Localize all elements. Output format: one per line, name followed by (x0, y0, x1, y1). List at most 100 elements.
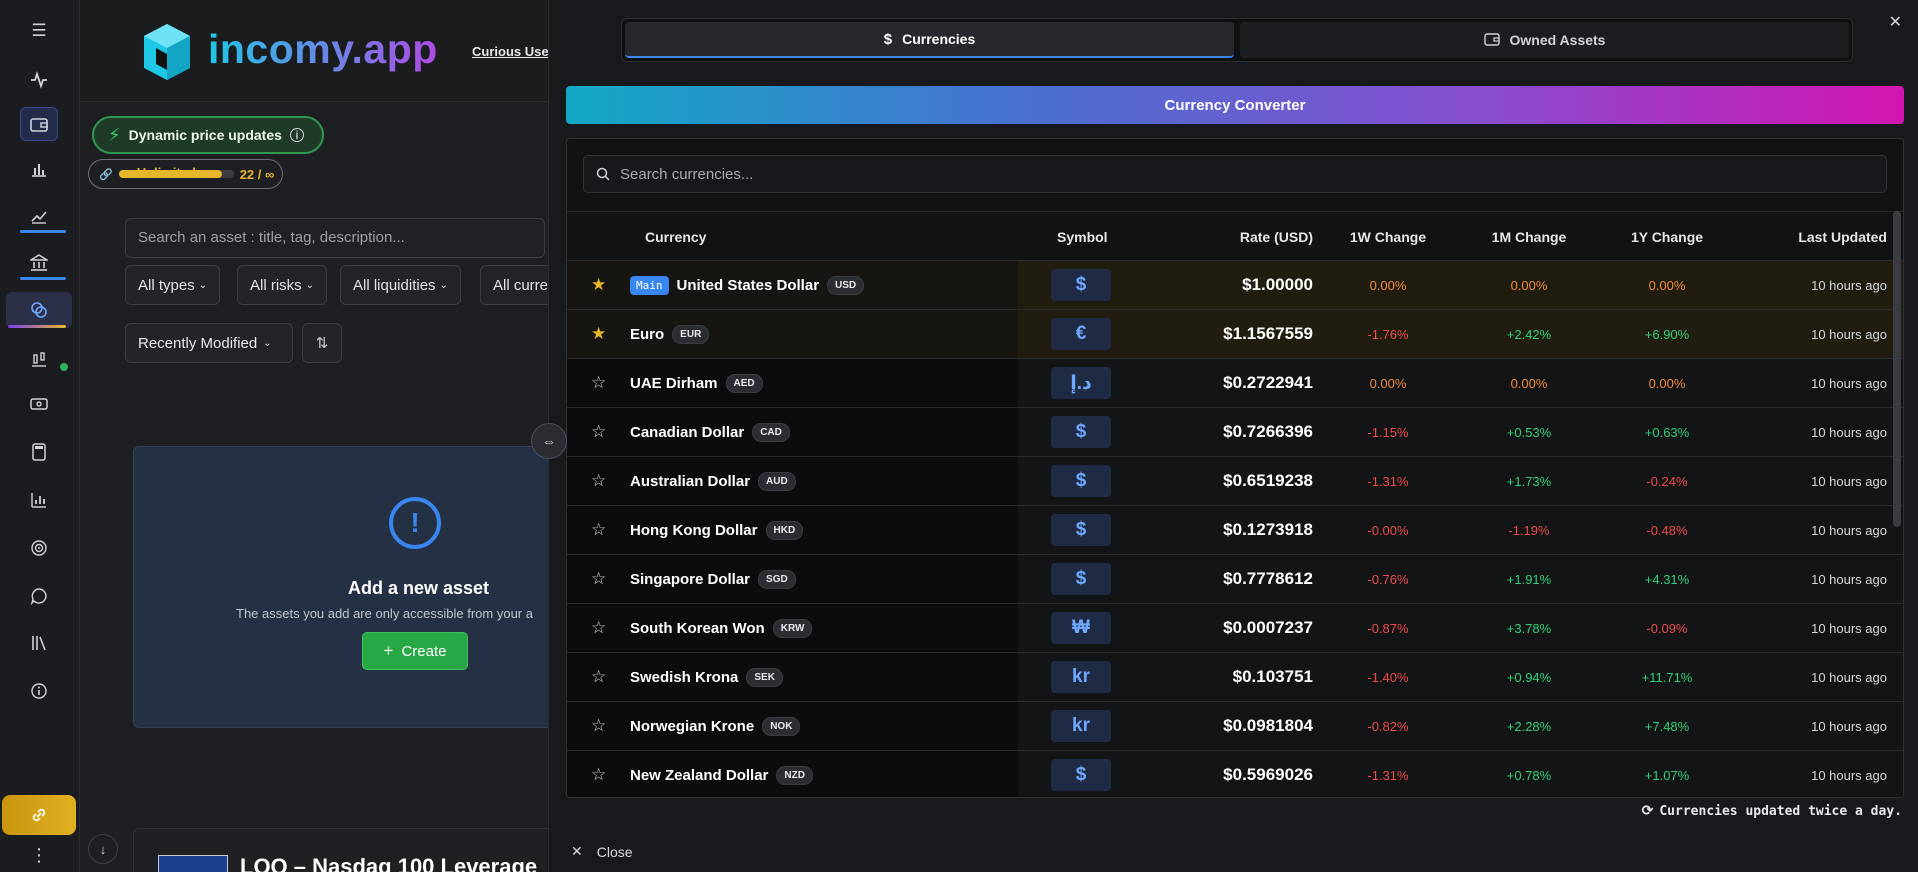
table-row[interactable]: ☆ Hong Kong Dollar HKD $ $0.1273918 -0.00% -1.… (567, 506, 1903, 555)
tab-owned-assets[interactable]: Owned Assets (1240, 22, 1849, 58)
favorite-star-icon[interactable]: ☆ (591, 765, 607, 784)
close-icon[interactable]: ✕ (1888, 14, 1902, 31)
table-row[interactable]: ☆ South Korean Won KRW ₩ $0.0007237 -0.87% +3.… (567, 604, 1903, 653)
asset-title[interactable]: LQQ – Nasdaq 100 Leverage (240, 854, 538, 872)
create-button[interactable]: + Create (362, 632, 468, 670)
bank-icon[interactable] (20, 246, 58, 280)
plan-badge[interactable]: 🔗 Unlimited 22 / ∞ (88, 159, 283, 189)
sort-select[interactable]: Recently Modified ⌄ (125, 323, 293, 363)
last-updated: 10 hours ago (1811, 767, 1887, 783)
favorite-star-icon[interactable]: ★ (591, 275, 607, 294)
link-button[interactable] (2, 795, 76, 835)
change-1y: -0.48% (1646, 522, 1688, 538)
table-row[interactable]: ★ Euro EUR € $1.1567559 -1.76% +2.42% +6.90% 10 … (567, 310, 1903, 359)
currency-name: New Zealand Dollar (630, 766, 769, 784)
wallet-icon[interactable] (20, 107, 58, 141)
table-row[interactable]: ☆ New Zealand Dollar NZD $ $0.5969026 -1.31% +… (567, 751, 1903, 797)
chevron-down-icon: ⌄ (305, 279, 315, 291)
currency-code-badge: NZD (776, 765, 813, 785)
change-1w: -1.31% (1367, 473, 1409, 489)
asset-search-input[interactable]: Search an asset : title, tag, descriptio… (125, 218, 545, 258)
table-row[interactable]: ☆ Singapore Dollar SGD $ $0.7778612 -0.76% +1.… (567, 555, 1903, 604)
favorite-star-icon[interactable]: ☆ (591, 373, 607, 392)
chart-edit-icon[interactable] (20, 199, 58, 233)
currency-symbol: $ (1051, 416, 1111, 448)
more-icon[interactable]: ⋮ (30, 844, 48, 865)
link-icon (32, 808, 46, 822)
change-1w: -1.31% (1367, 767, 1409, 783)
bar-chart-icon[interactable] (20, 152, 58, 186)
currency-search-input[interactable]: Search currencies... (583, 155, 1887, 193)
currency-symbol: kr (1051, 661, 1111, 693)
filter-liquidities[interactable]: All liquidities ⌄ (340, 265, 461, 305)
menu-icon[interactable]: ☰ (31, 21, 47, 40)
main-badge: Main (630, 275, 669, 295)
currency-code-badge: AUD (758, 471, 796, 491)
close-button[interactable]: ✕ Close (571, 843, 633, 860)
filter-label: All risks (250, 276, 302, 294)
table-row[interactable]: ☆ Canadian Dollar CAD $ $0.7266396 -1.15% +0.5… (567, 408, 1903, 457)
favorite-star-icon[interactable]: ☆ (591, 520, 607, 539)
change-1w: -0.82% (1367, 718, 1409, 734)
header-symbol[interactable]: Symbol (1057, 229, 1108, 245)
stats-icon[interactable] (20, 483, 58, 517)
favorite-star-icon[interactable]: ☆ (591, 422, 607, 441)
table-row[interactable]: ★ Main United States Dollar USD $ $1.00000 0.0… (567, 261, 1903, 310)
currency-symbol: د.إ (1051, 367, 1111, 399)
row-shade (1018, 408, 1903, 456)
curious-link[interactable]: Curious Use (472, 44, 548, 59)
table-row[interactable]: ☆ Swedish Krona SEK kr $0.103751 -1.40% +0.94%… (567, 653, 1903, 702)
chart-candles-icon[interactable] (20, 342, 58, 376)
brand-name[interactable]: incomy.app (208, 26, 438, 72)
favorite-star-icon[interactable]: ★ (591, 324, 607, 343)
rate-value: $1.1567559 (1223, 324, 1313, 343)
target-icon[interactable] (20, 531, 58, 565)
change-1m: +1.73% (1506, 473, 1552, 489)
table-row[interactable]: ☆ UAE Dirham AED د.إ $0.2722941 0.00% 0.00% 0.0… (567, 359, 1903, 408)
dynamic-price-badge[interactable]: ⚡ Dynamic price updates i (92, 116, 324, 154)
filter-risks[interactable]: All risks ⌄ (237, 265, 328, 305)
currency-symbol: $ (1051, 465, 1111, 497)
table-row[interactable]: ☆ Australian Dollar AUD $ $0.6519238 -1.31% +1… (567, 457, 1903, 506)
nav-indicator (20, 230, 66, 233)
dynamic-badge-label: Dynamic price updates (128, 127, 282, 143)
tab-currencies[interactable]: $ Currencies (625, 22, 1234, 58)
plan-progress-fill (118, 170, 223, 178)
activity-icon[interactable] (20, 63, 58, 97)
currency-code-badge: AED (725, 373, 763, 393)
favorite-star-icon[interactable]: ☆ (591, 471, 607, 490)
calculator-icon[interactable] (20, 435, 58, 469)
table-row[interactable]: ☆ Norwegian Krone NOK kr $0.0981804 -0.82% +2.… (567, 702, 1903, 751)
header-1y-change[interactable]: 1Y Change (1630, 229, 1704, 245)
row-shade (1018, 457, 1903, 505)
favorite-star-icon[interactable]: ☆ (591, 716, 607, 735)
favorite-star-icon[interactable]: ☆ (591, 667, 607, 686)
resize-handle-icon[interactable]: ⇔ (531, 423, 567, 459)
library-icon[interactable] (20, 626, 58, 660)
brand-logo[interactable] (142, 22, 192, 84)
rate-value: $0.2722941 (1223, 373, 1313, 392)
currency-exchange-icon[interactable] (6, 292, 72, 328)
header-rate[interactable]: Rate (USD) (1239, 229, 1313, 245)
info-icon[interactable] (20, 674, 58, 708)
cash-icon[interactable] (20, 387, 58, 421)
favorite-star-icon[interactable]: ☆ (591, 569, 607, 588)
change-1m: -1.19% (1508, 522, 1550, 538)
chat-icon[interactable] (20, 579, 58, 613)
tab-label: Owned Assets (1509, 32, 1606, 48)
sort-order-icon[interactable]: ⇅ (302, 323, 342, 363)
filter-label: All liquidities (353, 276, 436, 294)
header-1w-change[interactable]: 1W Change (1349, 229, 1427, 245)
header-1m-change[interactable]: 1M Change (1491, 229, 1567, 245)
header-currency[interactable]: Currency (645, 229, 707, 245)
currency-converter-button[interactable]: Currency Converter (566, 86, 1904, 124)
rate-value: $0.0007237 (1223, 618, 1313, 637)
wallet-icon (1483, 32, 1500, 49)
currency-name-cell: Swedish Krona SEK (630, 653, 783, 701)
favorite-star-icon[interactable]: ☆ (591, 618, 607, 637)
scroll-down-icon[interactable]: ↓ (88, 834, 118, 864)
table-scrollbar[interactable] (1893, 211, 1901, 527)
filter-types[interactable]: All types ⌄ (125, 265, 221, 305)
header-last-updated[interactable]: Last Updated (1798, 229, 1887, 245)
filter-currencies[interactable]: All curre (480, 265, 548, 305)
